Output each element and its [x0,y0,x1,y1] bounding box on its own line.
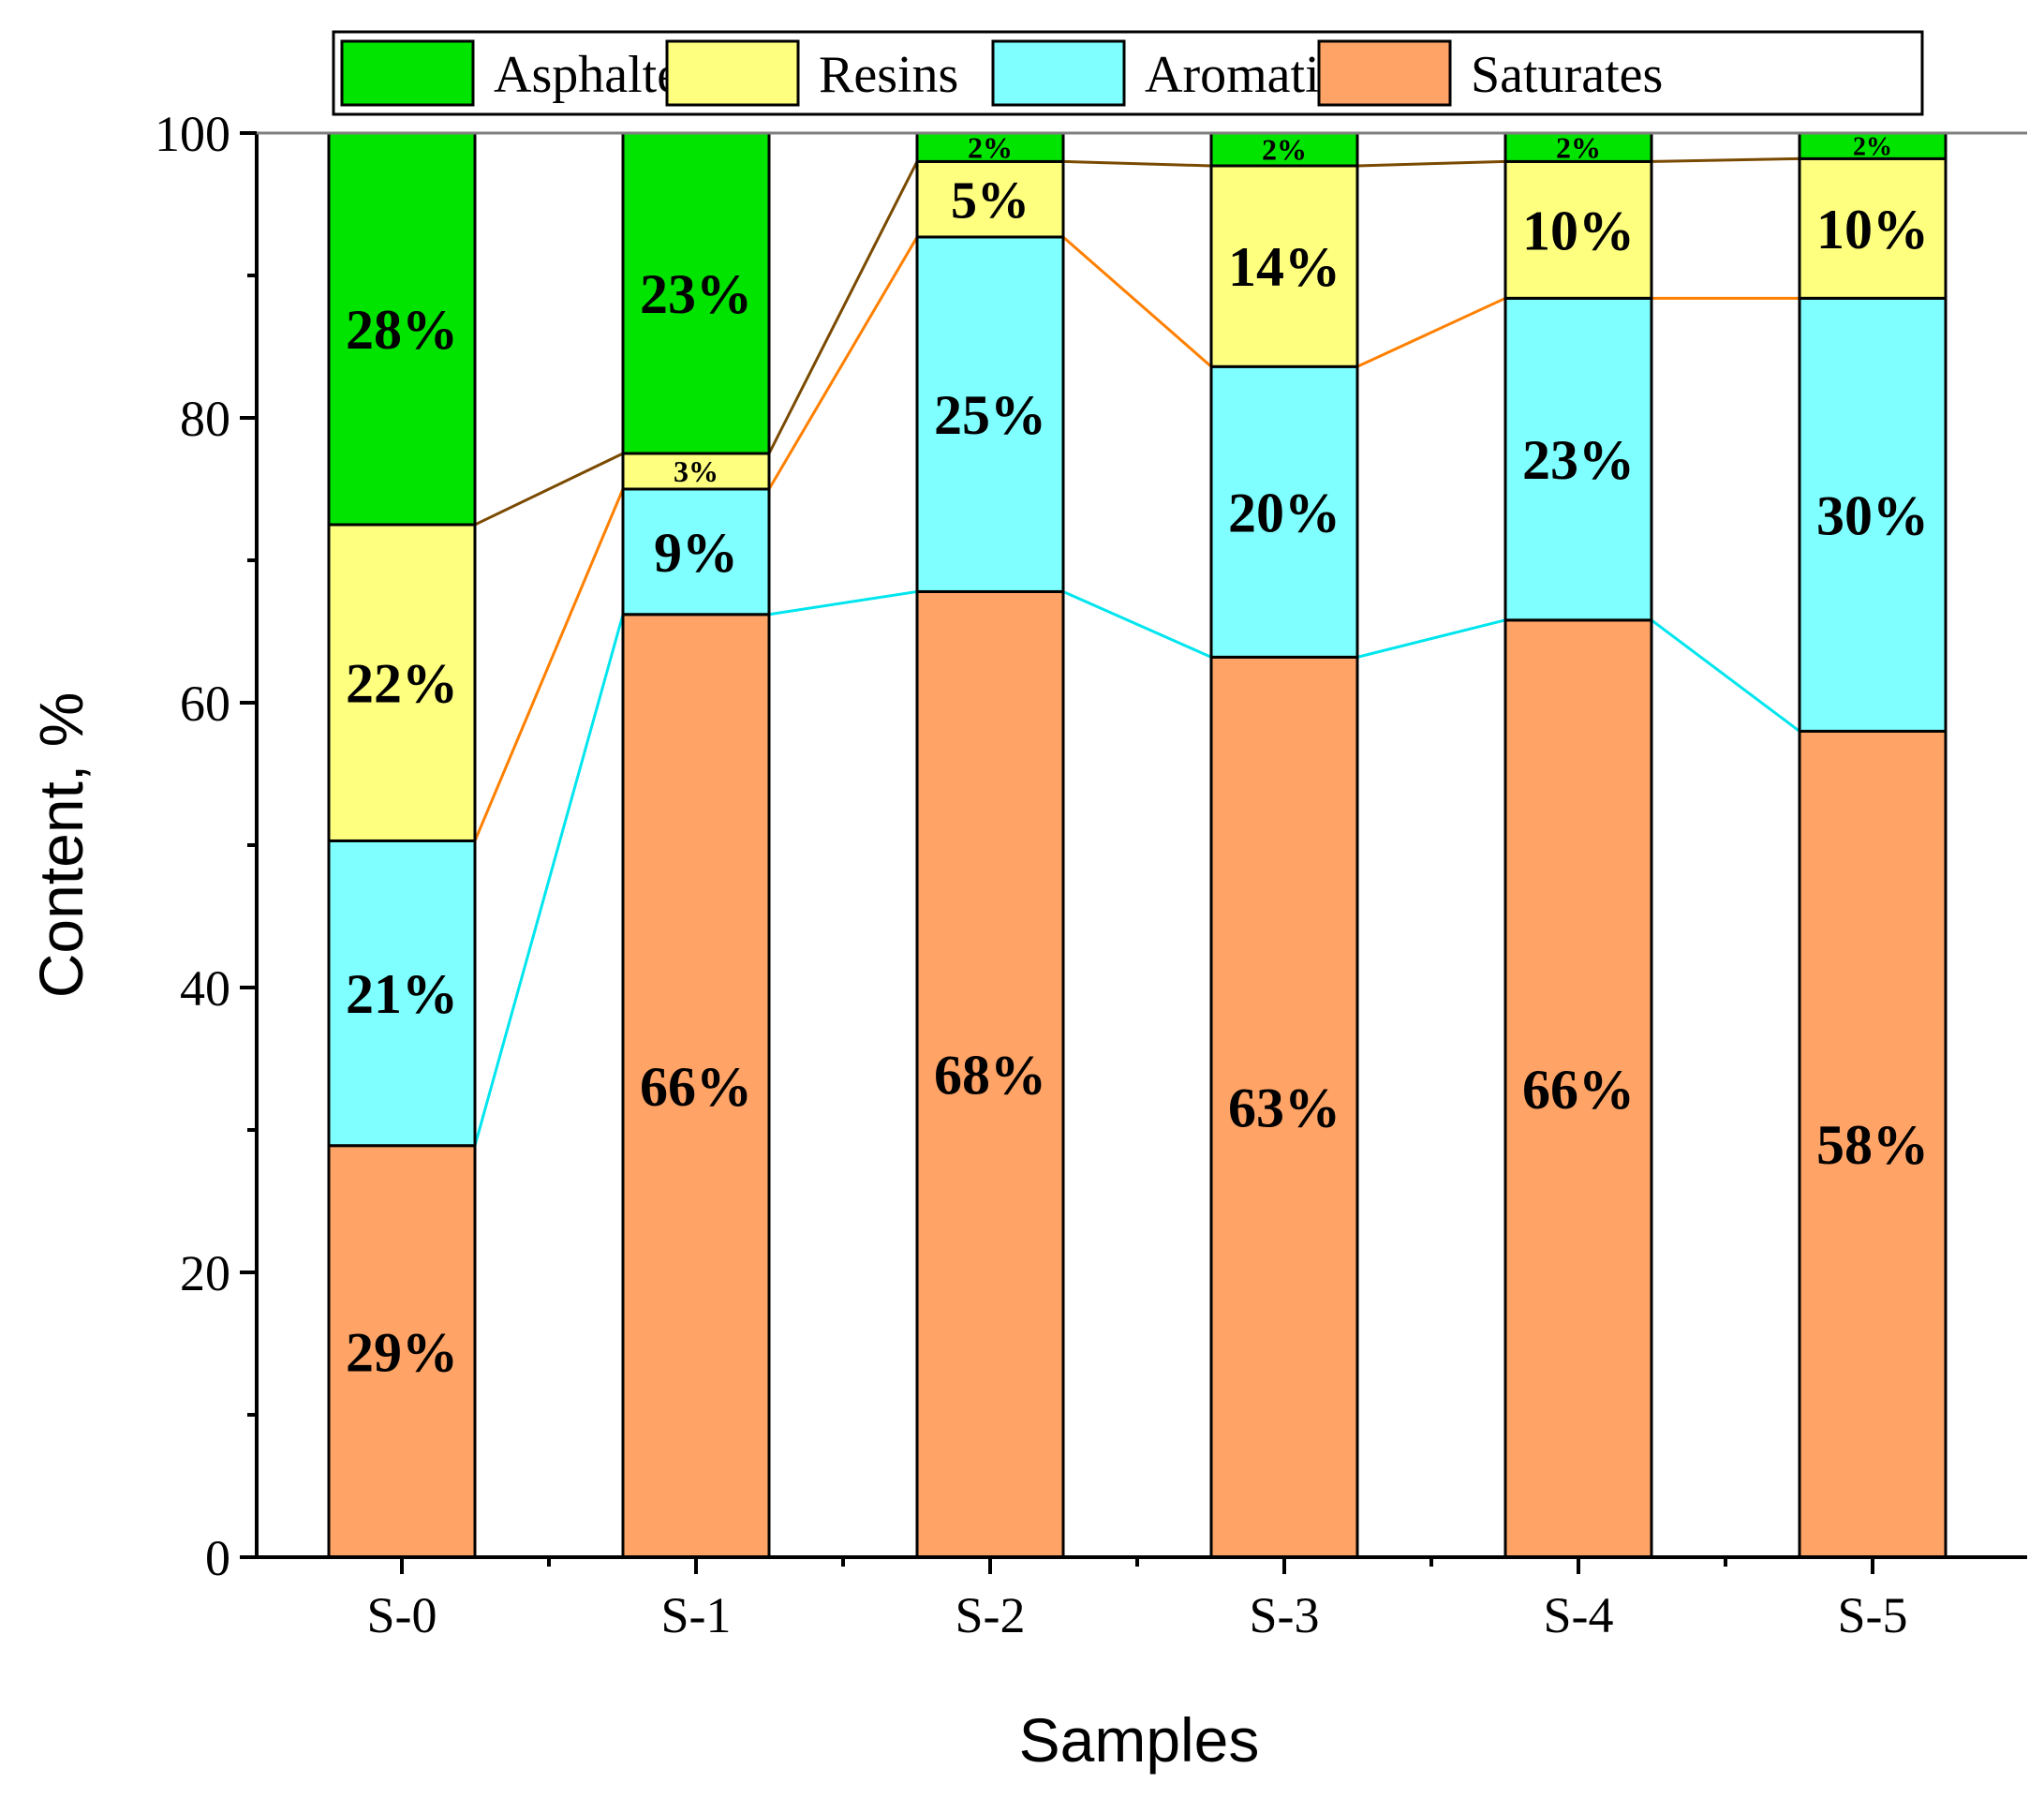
data-label-saturates-s-0: 29% [346,1321,458,1383]
data-label-asphaltenes-s-3: 2% [1262,133,1307,167]
connector-line-resins-asphaltenes-3 [1356,159,1506,168]
bar-saturates-s-3 [1209,655,1359,1559]
connector-line-saturates-aromatics-1 [768,589,918,617]
connector-line-resins-asphaltenes-2 [1062,159,1212,168]
bar-resins-s-0 [327,523,477,842]
bar-resins-s-3 [1209,164,1359,368]
y-axis-title: Content, % [26,692,96,999]
bar-resins-s-5 [1798,156,1948,300]
connector-line-aromatics-resins-2 [1062,235,1212,368]
bar-resins-s-1 [621,452,771,491]
data-label-resins-s-4: 10% [1522,200,1635,261]
data-label-aromatics-s-4: 23% [1522,429,1635,491]
bars [327,131,1948,1559]
y-tick-label-0: 0 [205,1530,230,1586]
data-label-resins-s-5: 10% [1816,199,1929,260]
x-tick-label-s-1: S-1 [660,1587,731,1643]
connector-line-resins-asphaltenes-1 [767,160,919,454]
x-tick-label-s-0: S-0 [366,1587,437,1643]
legend: Asphaltenes Resins Aromatics Saturates [332,30,1924,116]
bar-saturates-s-5 [1798,729,1948,1559]
data-label-resins-s-1: 3% [674,454,718,488]
y-tick-label-60: 60 [180,676,230,732]
data-label-aromatics-s-1: 9% [654,522,738,584]
connector-line-saturates-aromatics-0 [473,614,625,1147]
data-label-aromatics-s-5: 30% [1816,484,1929,546]
data-label-resins-s-0: 22% [346,653,458,715]
data-label-saturates-s-1: 66% [640,1056,752,1118]
y-tick-label-40: 40 [180,960,230,1017]
data-label-asphaltenes-s-1: 23% [640,263,752,325]
connector-line-aromatics-resins-3 [1356,296,1506,368]
legend-label-saturates: Saturates [1471,46,1663,104]
legend-box [332,30,1924,116]
data-label-aromatics-s-3: 20% [1228,482,1340,543]
bar-aromatics-s-3 [1209,364,1359,659]
connector-line-resins-asphaltenes-4 [1651,156,1800,163]
y-tick-label-20: 20 [180,1245,230,1301]
bar-resins-s-2 [915,159,1065,239]
connector-line-saturates-aromatics-3 [1356,618,1506,659]
legend-swatch-saturates [1317,39,1452,107]
x-tick-label-s-4: S-4 [1543,1587,1613,1643]
legend-swatch-resins [665,39,800,107]
data-label-aromatics-s-0: 21% [346,963,458,1025]
data-label-saturates-s-3: 63% [1228,1077,1340,1139]
legend-label-resins: Resins [819,46,958,104]
bar-resins-s-4 [1503,159,1653,300]
data-label-asphaltenes-s-2: 2% [968,130,1013,164]
data-label-saturates-s-5: 58% [1816,1114,1929,1176]
data-label-asphaltenes-s-5: 2% [1853,132,1892,161]
bar-asphaltenes-s-3 [1209,131,1359,168]
bar-aromatics-s-4 [1503,296,1653,622]
bar-saturates-s-4 [1503,618,1653,1559]
bar-aromatics-s-0 [327,839,477,1148]
x-tick-label-s-3: S-3 [1249,1587,1319,1643]
data-label-resins-s-3: 14% [1228,236,1340,298]
x-tick-label-s-2: S-2 [955,1587,1025,1643]
segment-labels: 29% 66% 68% 63% 66% 58% 21% 9% 25% 20% 23% 30% 22% 3%… [346,130,1929,1383]
bar-asphaltenes-s-1 [621,131,771,455]
data-label-asphaltenes-s-4: 2% [1556,130,1601,164]
legend-swatch-asphaltenes [340,39,475,107]
axes: 0 20 40 60 80 100 S-0 S-1 S-2 S-3 S-4 S-5 [155,106,2027,1643]
y-tick-label-100: 100 [155,106,230,162]
data-label-aromatics-s-2: 25% [934,384,1046,446]
connector-line-resins-asphaltenes-0 [474,452,624,527]
connector-line-aromatics-resins-0 [473,488,625,842]
connector-line-aromatics-resins-1 [767,236,919,490]
bar-aromatics-s-5 [1798,296,1948,733]
data-label-resins-s-2: 5% [951,171,1029,230]
legend-swatch-aromatics [991,39,1126,107]
data-label-saturates-s-4: 66% [1522,1059,1635,1121]
x-axis-title: Samples [1019,1705,1260,1775]
x-tick-label-s-5: S-5 [1837,1587,1907,1643]
bar-aromatics-s-2 [915,235,1065,593]
y-tick-label-80: 80 [180,391,230,447]
bar-asphaltenes-s-0 [327,131,477,527]
connector-line-saturates-aromatics-2 [1062,590,1212,659]
data-label-saturates-s-2: 68% [934,1045,1046,1107]
data-label-asphaltenes-s-0: 28% [346,299,458,361]
connector-line-saturates-aromatics-4 [1651,618,1800,733]
connector-lines [473,156,1800,1147]
